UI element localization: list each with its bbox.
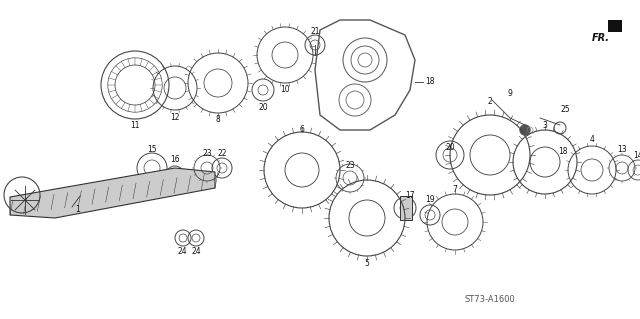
- Text: 20: 20: [445, 144, 455, 152]
- Text: 23: 23: [345, 160, 355, 169]
- Text: 20: 20: [258, 102, 268, 112]
- Text: 1: 1: [76, 205, 81, 214]
- Text: 15: 15: [147, 145, 157, 154]
- Text: 25: 25: [560, 106, 570, 115]
- Text: 2: 2: [488, 98, 492, 107]
- Text: 6: 6: [300, 125, 305, 135]
- Text: 19: 19: [425, 196, 435, 204]
- Text: 21: 21: [310, 26, 320, 35]
- Text: 10: 10: [280, 85, 290, 94]
- Text: 18: 18: [558, 147, 568, 157]
- Text: 9: 9: [508, 88, 513, 98]
- Text: 23: 23: [202, 149, 212, 158]
- Bar: [608, 20, 622, 32]
- Text: 16: 16: [170, 155, 180, 165]
- Text: 22: 22: [217, 149, 227, 158]
- Text: 13: 13: [617, 145, 627, 154]
- Text: 12: 12: [170, 113, 180, 122]
- Text: 8: 8: [216, 115, 220, 124]
- Circle shape: [520, 125, 530, 135]
- Text: 24: 24: [177, 248, 187, 256]
- Text: ST73-A1600: ST73-A1600: [465, 295, 515, 304]
- Bar: [400, 196, 412, 220]
- Text: 17: 17: [405, 190, 415, 199]
- Text: 24: 24: [191, 248, 201, 256]
- Text: 7: 7: [452, 186, 458, 195]
- Text: 4: 4: [589, 136, 595, 145]
- Text: FR.: FR.: [592, 33, 610, 43]
- Polygon shape: [10, 168, 215, 218]
- Text: 18: 18: [425, 78, 435, 86]
- Text: 11: 11: [131, 121, 140, 130]
- Text: 5: 5: [365, 258, 369, 268]
- Text: 3: 3: [543, 121, 547, 130]
- Text: 14: 14: [633, 151, 640, 160]
